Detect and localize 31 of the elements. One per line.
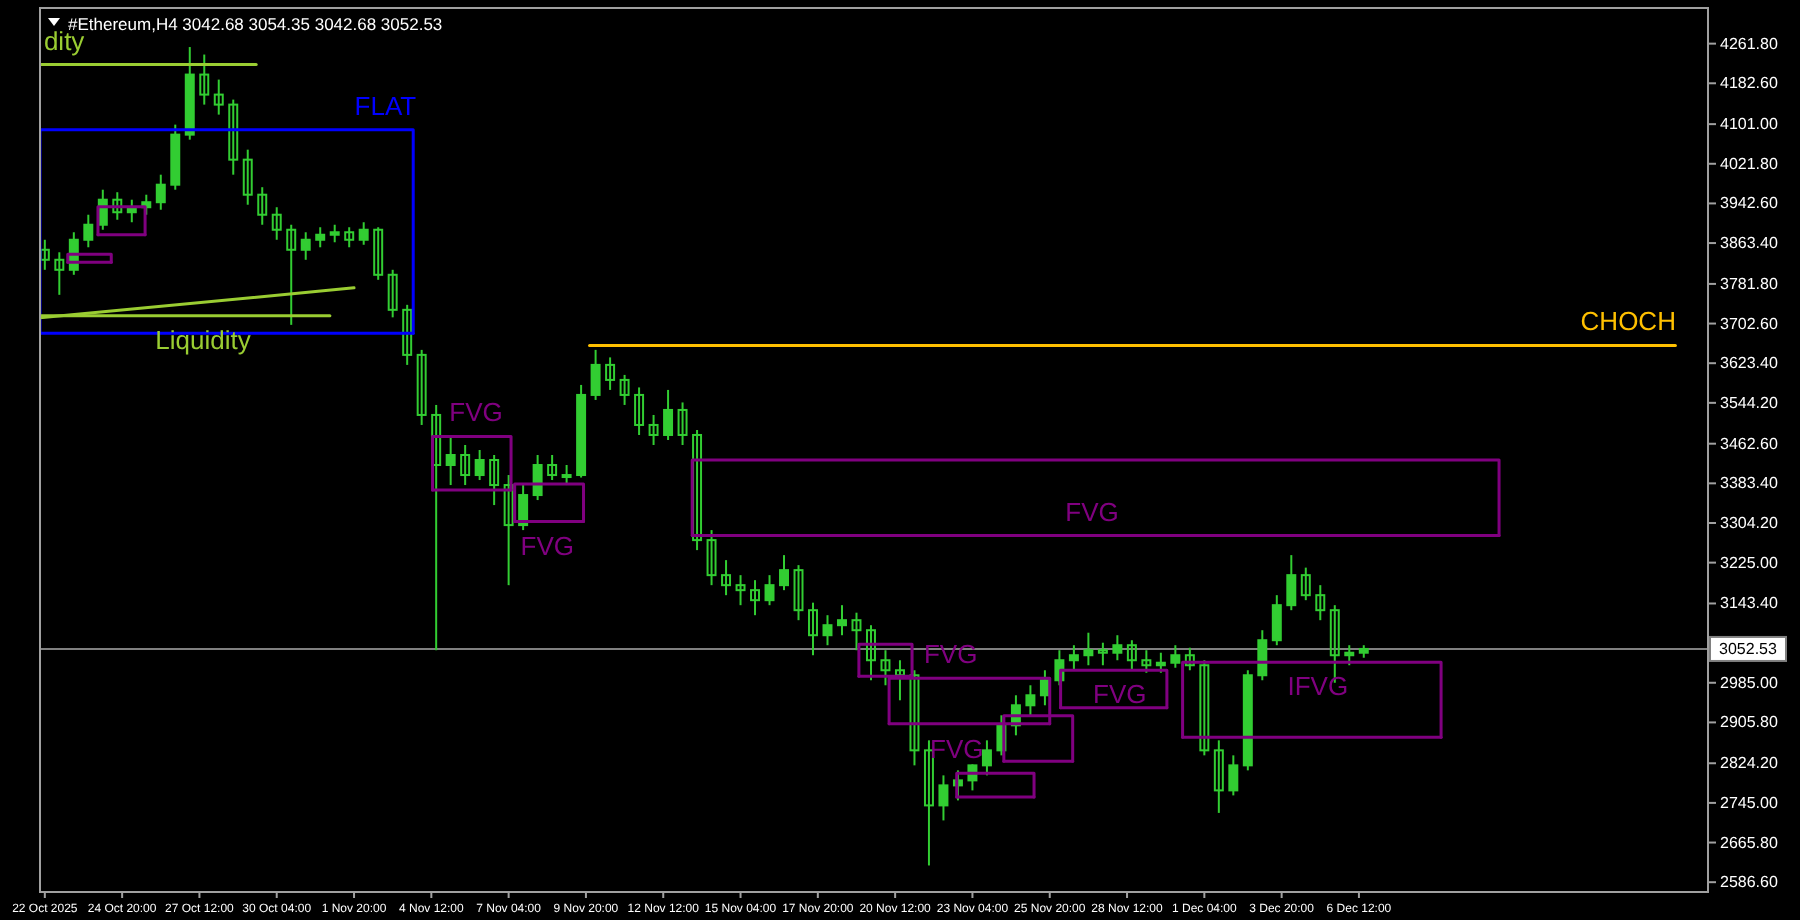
chart-title: #Ethereum,H4 3042.68 3054.35 3042.68 3052.53 bbox=[68, 14, 443, 34]
annotation: CHOCH bbox=[1580, 306, 1676, 337]
annotation: FVG bbox=[930, 734, 984, 765]
annotation: FVG bbox=[449, 397, 503, 428]
y-tick-label: 3544.20 bbox=[1720, 393, 1779, 412]
y-tick-label: 3143.40 bbox=[1720, 594, 1779, 613]
y-tick-label: 2745.00 bbox=[1720, 793, 1779, 812]
y-tick-label: 4101.00 bbox=[1720, 115, 1779, 134]
y-tick-label: 3383.40 bbox=[1720, 474, 1779, 493]
y-tick-label: 3225.00 bbox=[1720, 553, 1779, 572]
y-tick-label: 2586.60 bbox=[1720, 873, 1779, 892]
y-tick-label: 3942.60 bbox=[1720, 194, 1779, 213]
y-tick-label: 4261.80 bbox=[1720, 34, 1779, 53]
y-tick-label: 3304.20 bbox=[1720, 513, 1779, 532]
y-tick-label: 3702.60 bbox=[1720, 314, 1779, 333]
y-tick-label: 4021.80 bbox=[1720, 154, 1779, 173]
annotation: FVG bbox=[1065, 496, 1119, 527]
annotation: FVG bbox=[520, 530, 575, 561]
y-tick-label: 2824.20 bbox=[1720, 754, 1779, 773]
y-tick-label: 3781.80 bbox=[1720, 274, 1779, 293]
ref-line-label: 3052.53 bbox=[1719, 639, 1779, 658]
annotation: FLAT bbox=[354, 90, 417, 121]
annotation: FVG bbox=[1093, 679, 1147, 710]
y-tick-label: 4182.60 bbox=[1720, 74, 1779, 93]
y-tick-label: 3863.40 bbox=[1720, 234, 1779, 253]
y-tick-label: 2665.80 bbox=[1720, 833, 1779, 852]
y-tick-label: 3462.60 bbox=[1720, 434, 1779, 453]
annotation: IFVG bbox=[1287, 671, 1349, 702]
y-tick-label: 3623.40 bbox=[1720, 354, 1779, 373]
y-tick-label: 2985.00 bbox=[1720, 673, 1779, 692]
y-tick-label: 2905.80 bbox=[1720, 713, 1779, 732]
